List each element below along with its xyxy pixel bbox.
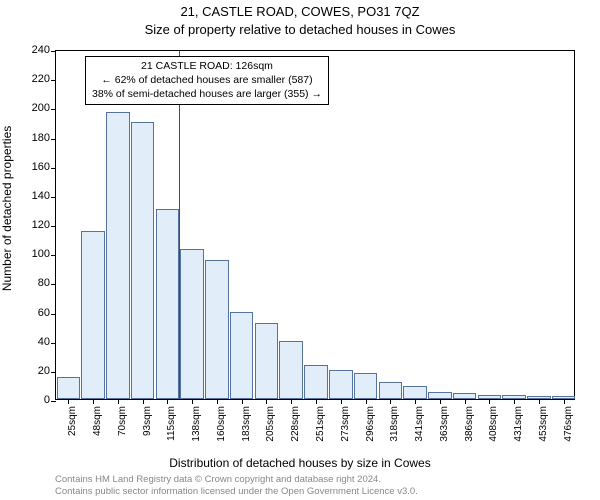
y-tick-label: 160 (10, 161, 50, 173)
chart-subtitle: Size of property relative to detached ho… (0, 22, 600, 37)
histogram-bar (379, 382, 403, 400)
x-tick-label: 296sqm (365, 406, 376, 446)
y-tick-label: 20 (10, 365, 50, 377)
y-tick-label: 0 (10, 394, 50, 406)
x-tick-label: 251sqm (315, 406, 326, 446)
x-tick-label: 408sqm (488, 406, 499, 446)
histogram-bar (57, 377, 81, 399)
x-tick-label: 431sqm (513, 406, 524, 446)
histogram-bar (180, 249, 204, 399)
histogram-bar (279, 341, 303, 399)
histogram-bar (230, 312, 254, 400)
y-tick-label: 220 (10, 73, 50, 85)
y-tick-label: 200 (10, 102, 50, 114)
histogram-bar (428, 392, 452, 399)
x-tick-label: 228sqm (290, 406, 301, 446)
x-tick-label: 93sqm (142, 406, 153, 446)
x-tick-label: 363sqm (439, 406, 450, 446)
x-tick-label: 70sqm (117, 406, 128, 446)
x-tick-label: 341sqm (414, 406, 425, 446)
credits-line1: Contains HM Land Registry data © Crown c… (55, 474, 418, 486)
chart-title: 21, CASTLE ROAD, COWES, PO31 7QZ (0, 4, 600, 19)
x-tick-label: 453sqm (538, 406, 549, 446)
x-tick-label: 386sqm (464, 406, 475, 446)
x-tick-label: 318sqm (389, 406, 400, 446)
annotation-box: 21 CASTLE ROAD: 126sqm← 62% of detached … (85, 56, 329, 105)
y-tick-label: 40 (10, 336, 50, 348)
x-tick-label: 205sqm (265, 406, 276, 446)
y-tick-label: 140 (10, 190, 50, 202)
x-tick-label: 160sqm (216, 406, 227, 446)
x-tick-label: 115sqm (166, 406, 177, 446)
annotation-line3: 38% of semi-detached houses are larger (… (92, 87, 322, 101)
annotation-line1: 21 CASTLE ROAD: 126sqm (92, 59, 322, 73)
x-tick-label: 138sqm (191, 406, 202, 446)
histogram-bar (131, 122, 155, 399)
annotation-line2: ← 62% of detached houses are smaller (58… (92, 73, 322, 87)
credits-line2: Contains public sector information licen… (55, 486, 418, 498)
y-tick-label: 80 (10, 277, 50, 289)
histogram-bar (255, 323, 279, 399)
histogram-bar (354, 373, 378, 399)
histogram-bar (156, 209, 180, 399)
x-tick-label: 48sqm (92, 406, 103, 446)
x-tick-label: 25sqm (67, 406, 78, 446)
histogram-bar (329, 370, 353, 399)
x-tick-label: 476sqm (563, 406, 574, 446)
histogram-bar (106, 112, 130, 399)
histogram-bar (205, 260, 229, 399)
y-tick-label: 240 (10, 44, 50, 56)
x-axis-label: Distribution of detached houses by size … (0, 456, 600, 470)
x-tick-label: 273sqm (340, 406, 351, 446)
x-tick-label: 183sqm (241, 406, 252, 446)
histogram-bar (81, 231, 105, 399)
y-tick-label: 180 (10, 132, 50, 144)
y-tick-label: 60 (10, 307, 50, 319)
histogram-bar (304, 365, 328, 399)
histogram-bar (403, 386, 427, 399)
y-tick-label: 120 (10, 219, 50, 231)
credits: Contains HM Land Registry data © Crown c… (55, 474, 418, 498)
y-tick-label: 100 (10, 248, 50, 260)
